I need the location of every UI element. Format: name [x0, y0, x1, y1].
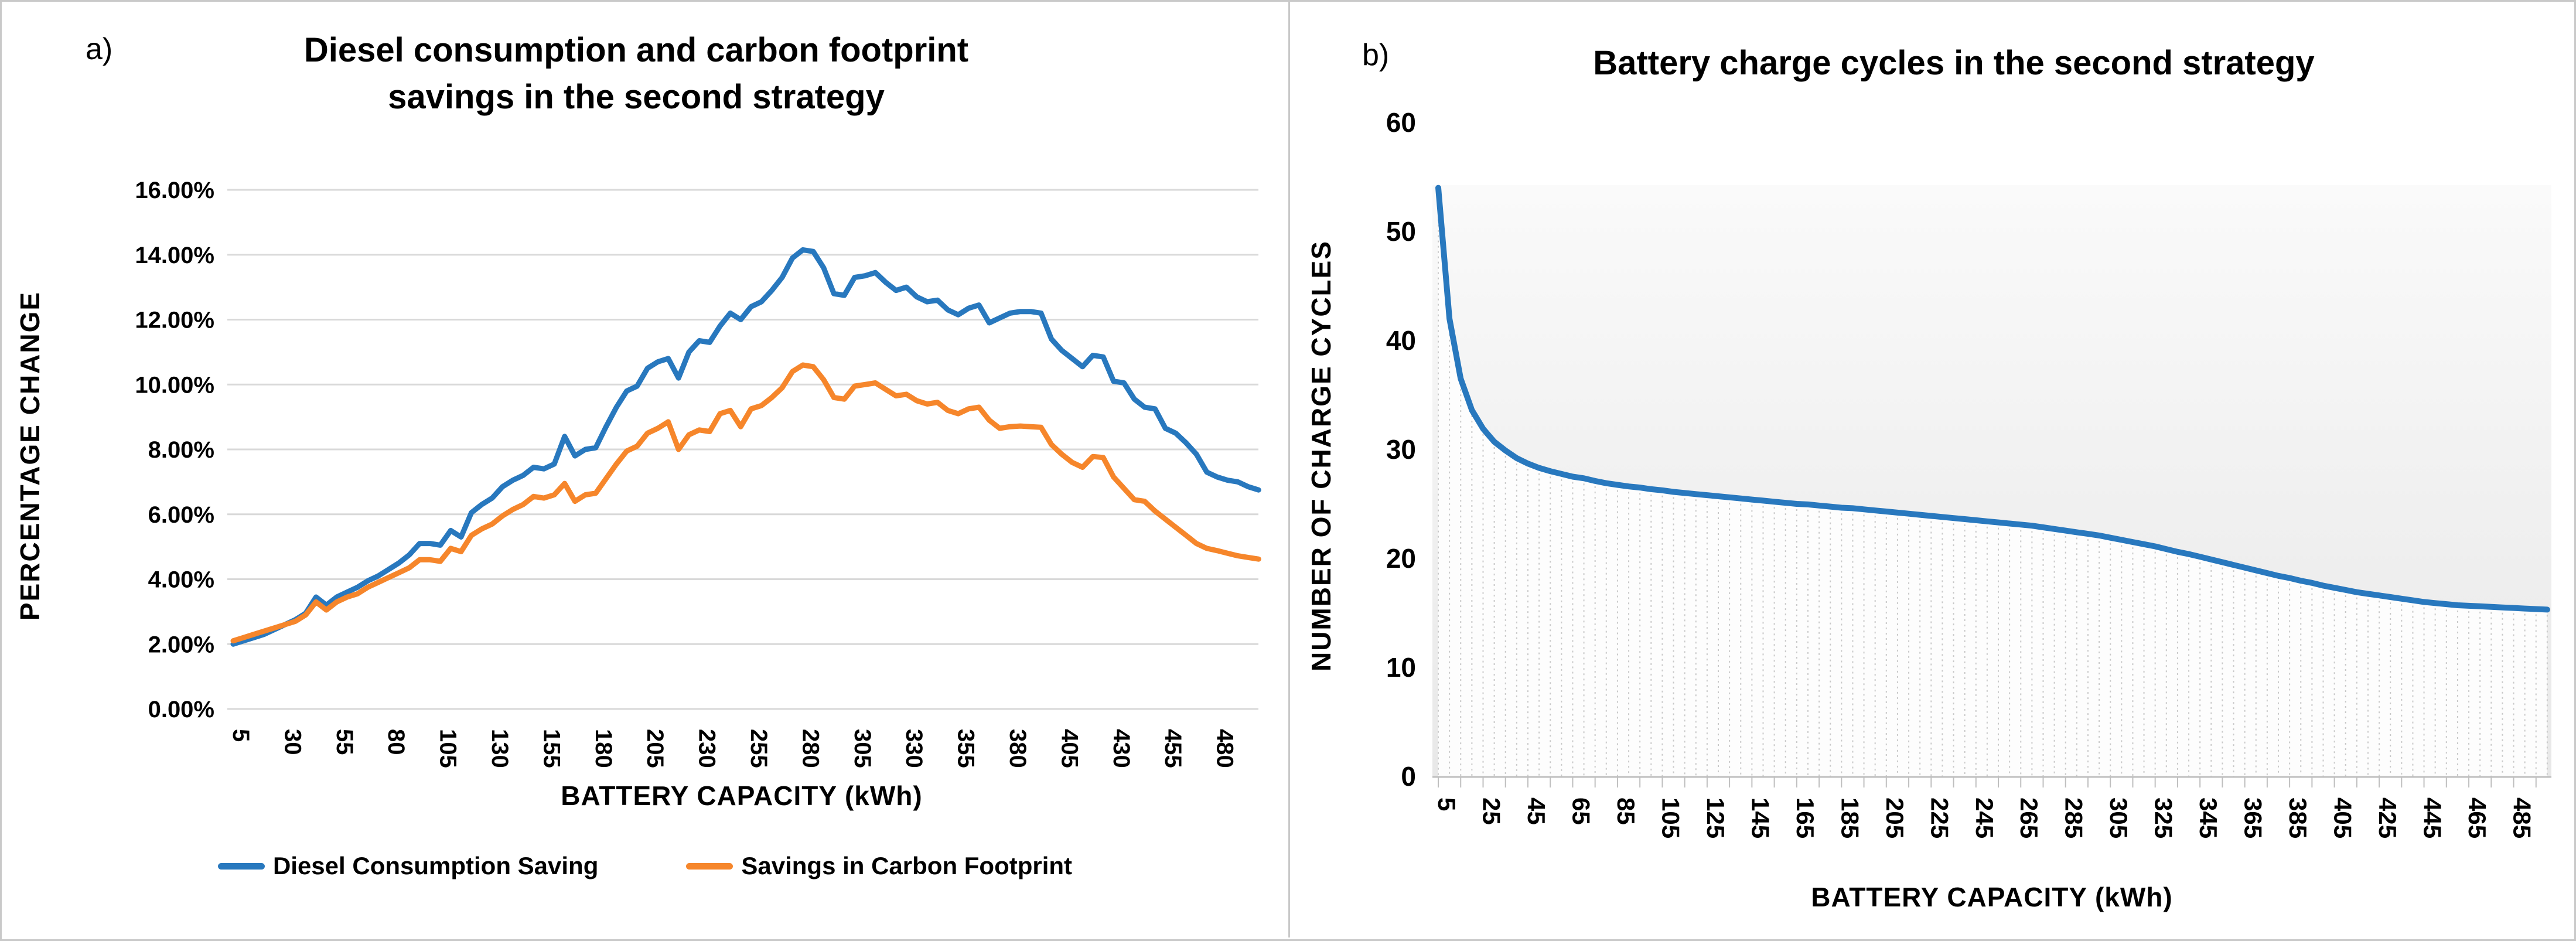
chart-a-y-tick-label: 16.00% — [135, 178, 214, 203]
panel-b-label: b) — [1362, 38, 1390, 72]
panel-a-label: a) — [86, 32, 113, 66]
chart-b-x-tick-label: 445 — [2419, 797, 2447, 838]
chart-b-x-tick-label: 485 — [2509, 797, 2536, 838]
chart-a-plot-area: 0.00% 2.00% 4.00% 6.00% 8.00% 10.00% 12.00% 14.… — [135, 178, 1261, 768]
chart-b-x-tick-label: 145 — [1746, 797, 1774, 838]
chart-b-x-tick-label: 25 — [1478, 797, 1505, 825]
diesel-series-swatch-icon — [217, 862, 265, 870]
chart-b-x-tick-label: 385 — [2284, 797, 2312, 838]
chart-a-x-tick-label: 130 — [487, 729, 513, 768]
chart-b-area-fill — [1438, 187, 2547, 777]
chart-a-x-tick-label: 330 — [901, 729, 927, 768]
chart-a-x-tick-label: 55 — [332, 729, 357, 755]
chart-b-y-tick-label: 0 — [1401, 761, 1416, 792]
chart-a-y-tick-label: 4.00% — [148, 567, 214, 593]
chart-a-title: Diesel consumption and carbon footprint … — [39, 27, 1234, 121]
chart-a-x-tick-label: 105 — [435, 729, 461, 768]
chart-a-series-line — [230, 362, 1261, 644]
chart-b-y-tick-label: 20 — [1386, 543, 1416, 574]
legend-label-diesel: Diesel Consumption Saving — [272, 852, 599, 879]
chart-b-y-tick-label: 40 — [1386, 325, 1416, 356]
chart-a-x-tick-label: 380 — [1005, 729, 1031, 768]
legend-item-carbon: Savings in Carbon Footprint — [686, 852, 1072, 880]
chart-b-x-tick-label: 245 — [1971, 797, 1998, 838]
chart-a-x-tick-label: 280 — [797, 729, 823, 768]
chart-b-x-tick-label: 225 — [1926, 797, 1953, 838]
chart-a-y-tick-label: 2.00% — [148, 632, 214, 657]
chart-b-x-tick-label: 125 — [1702, 797, 1729, 838]
chart-a-y-tick-label: 8.00% — [148, 437, 214, 463]
chart-a-x-tick-label: 230 — [694, 729, 720, 768]
chart-b-x-tick-label: 205 — [1881, 797, 1909, 838]
chart-b-x-tick-label: 285 — [2060, 797, 2088, 838]
chart-a-x-tick-label: 205 — [642, 729, 668, 768]
chart-b-x-tick-label: 45 — [1523, 797, 1550, 825]
chart-a-x-tick-label: 5 — [228, 729, 254, 742]
chart-a-x-tick-label: 80 — [383, 729, 409, 755]
chart-a-x-tick-label: 405 — [1056, 729, 1082, 768]
chart-b-x-tick-label: 325 — [2150, 797, 2178, 838]
panel-b-charge-cycles-chart: b) Battery charge cycles in the second s… — [1292, 4, 2572, 934]
chart-b-y-tick-label: 10 — [1386, 652, 1416, 683]
chart-a-x-tick-label: 180 — [591, 729, 616, 768]
legend-label-carbon: Savings in Carbon Footprint — [741, 852, 1073, 879]
panel-divider — [1288, 0, 1290, 937]
carbon-series-swatch-icon — [686, 862, 733, 870]
chart-b-x-tick-label: 85 — [1612, 797, 1640, 825]
chart-a-y-tick-label: 0.00% — [148, 697, 214, 722]
chart-a-x-tick-label: 255 — [746, 729, 772, 768]
chart-a-y-tick-label: 12.00% — [135, 308, 214, 333]
chart-b-x-tick-label: 465 — [2464, 797, 2491, 838]
chart-a-y-tick-label: 10.00% — [135, 372, 214, 398]
chart-b-x-tick-label: 405 — [2329, 797, 2357, 838]
chart-a-x-tick-label: 455 — [1160, 729, 1186, 768]
chart-a-x-tick-label: 305 — [849, 729, 875, 768]
chart-b-y-tick-label: 50 — [1386, 216, 1416, 247]
chart-a-legend: Diesel Consumption Saving Savings in Car… — [4, 852, 1287, 880]
chart-b-x-tick-label: 5 — [1433, 797, 1461, 811]
chart-b-x-tick-label: 165 — [1792, 797, 1819, 838]
chart-a-x-tick-label: 30 — [279, 729, 305, 755]
chart-b-x-tick-label: 345 — [2195, 797, 2222, 838]
chart-b-x-tick-label: 185 — [1836, 797, 1864, 838]
chart-a-title-line2: savings in the second strategy — [388, 78, 885, 117]
chart-b-x-tick-label: 425 — [2374, 797, 2401, 838]
panel-a-diesel-carbon-chart: a) Diesel consumption and carbon footpri… — [4, 4, 1287, 934]
chart-b-x-tick-label: 265 — [2015, 797, 2043, 838]
chart-a-y-tick-label: 14.00% — [135, 243, 214, 268]
chart-a-x-tick-label: 480 — [1212, 729, 1238, 768]
chart-b-y-tick-label: 60 — [1386, 107, 1416, 138]
chart-b-x-tick-label: 365 — [2240, 797, 2267, 838]
chart-b-y-tick-label: 30 — [1386, 434, 1416, 465]
chart-a-y-tick-label: 6.00% — [148, 502, 214, 528]
chart-b-x-axis-title: BATTERY CAPACITY (kWh) — [1811, 882, 2173, 912]
chart-b-title: Battery charge cycles in the second stra… — [1593, 44, 2315, 82]
chart-b-x-tick-label: 305 — [2105, 797, 2133, 838]
chart-a-x-tick-label: 155 — [538, 729, 564, 768]
chart-a-title-line1: Diesel consumption and carbon footprint — [303, 31, 969, 69]
chart-a-x-tick-label: 355 — [953, 729, 979, 768]
chart-b-x-tick-label: 105 — [1657, 797, 1684, 838]
chart-b-series-line — [1435, 185, 2550, 613]
chart-a-x-tick-label: 430 — [1108, 729, 1134, 768]
chart-b-x-tick-label: 65 — [1567, 797, 1595, 825]
chart-a-series-line — [230, 247, 1261, 647]
chart-a-x-axis-title: BATTERY CAPACITY (kWh) — [561, 780, 923, 811]
chart-b-plot-area: 0 10 20 30 40 50 60 5 25 45 65 85 105 125 145 165 185 205… — [1386, 107, 2551, 838]
legend-item-diesel: Diesel Consumption Saving — [217, 852, 599, 880]
